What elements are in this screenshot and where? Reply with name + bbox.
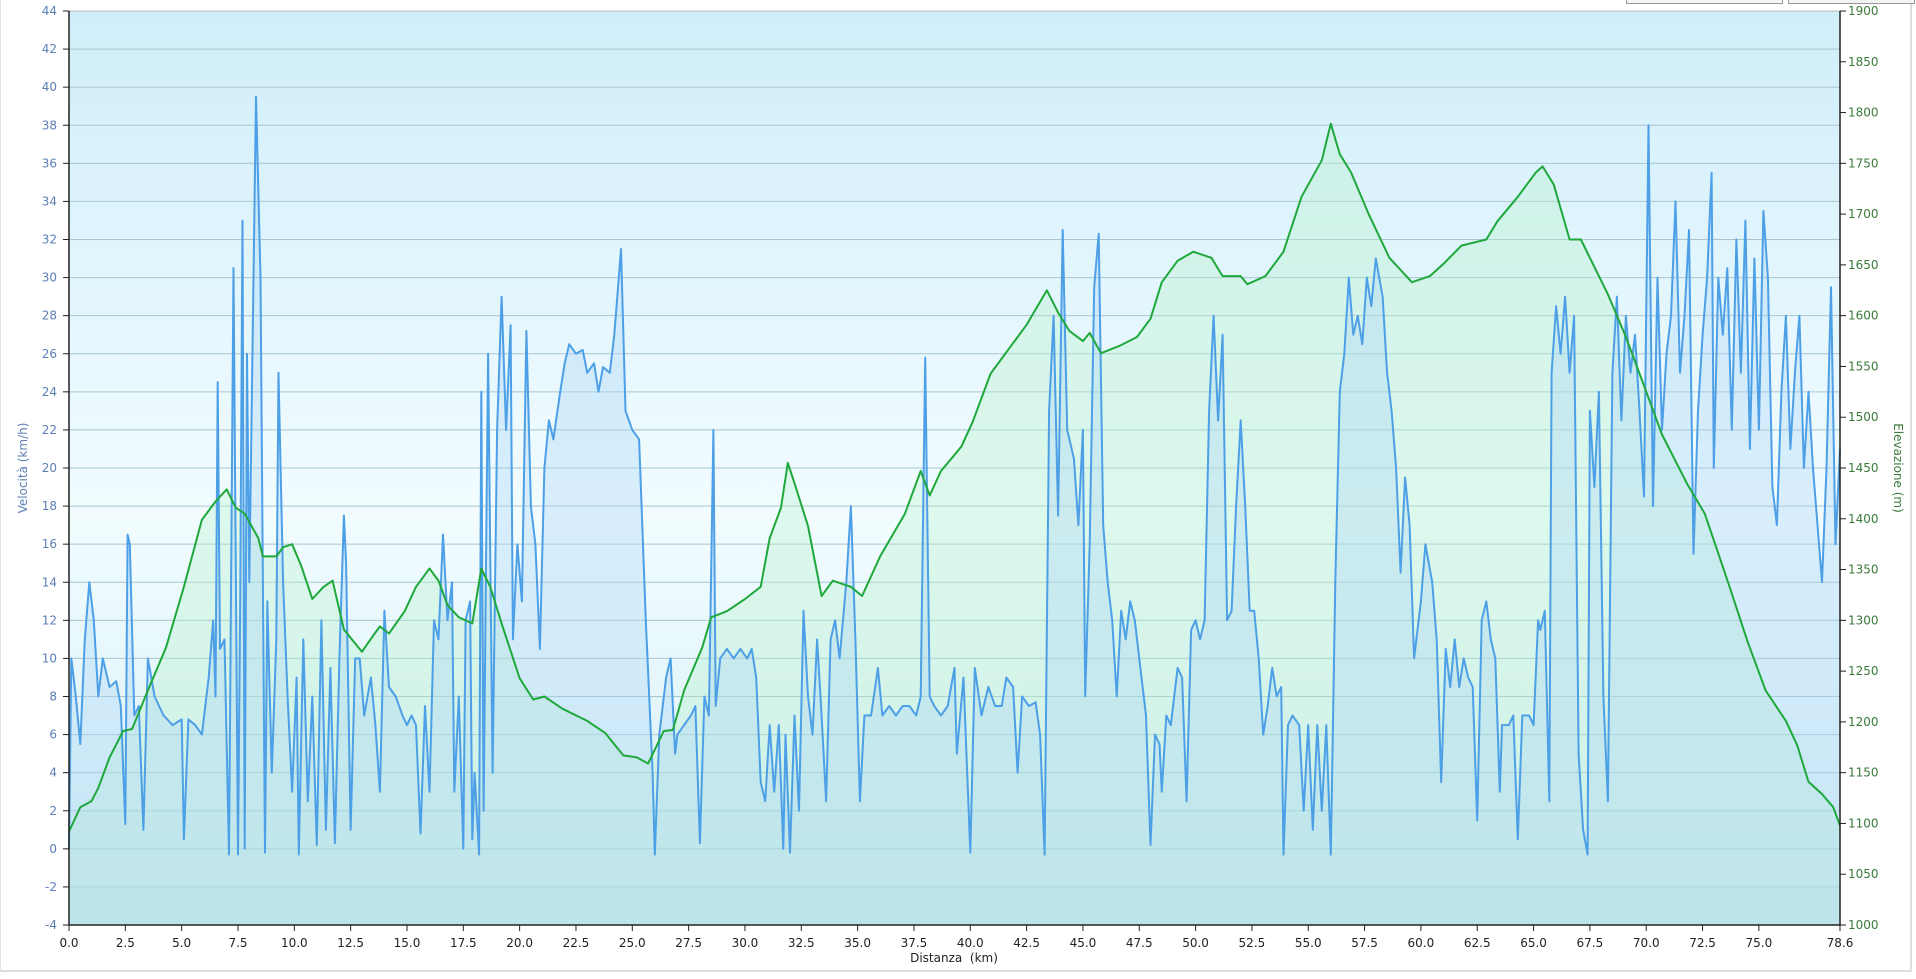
y-left-tick-label: 44 [42, 4, 57, 18]
elevation-area [69, 123, 1840, 925]
gridlines [69, 48, 1840, 888]
x-tick-label: 75.0 [1746, 936, 1773, 950]
y-right-tick-label: 1650 [1848, 258, 1879, 272]
y-left-tick-label: 0 [49, 842, 57, 856]
x-tick-label: 57.5 [1351, 936, 1378, 950]
x-tick-label: 30.0 [732, 936, 759, 950]
y-left-tick-label: 32 [42, 233, 57, 247]
elevation-line [68, 122, 1841, 833]
x-tick-label: 50.0 [1182, 936, 1209, 950]
x-tick-label: 35.0 [844, 936, 871, 950]
x-tick-label: 12.5 [337, 936, 364, 950]
y-right-tick-label: 1350 [1848, 563, 1879, 577]
y-right-tick-label: 1550 [1848, 359, 1879, 373]
y-left-tick-label: 34 [42, 194, 57, 208]
y-right-tick-label: 1300 [1848, 613, 1879, 627]
y-left-tick-label: -2 [45, 880, 57, 894]
y-left-tick-label: 2 [49, 804, 57, 818]
x-tick-label: 27.5 [675, 936, 702, 950]
x-tick-label: 78.6 [1827, 936, 1854, 950]
x-tick-label: 15.0 [394, 936, 421, 950]
y-left-tick-label: 6 [49, 728, 57, 742]
y-axis-right-label: Elevazione (m) [1891, 423, 1905, 513]
toolbar-button[interactable] [1788, 0, 1915, 4]
x-tick-label: 45.0 [1070, 936, 1097, 950]
speed-line [68, 95, 1841, 856]
y-left-tick-label: 8 [49, 690, 57, 704]
speed-area [69, 96, 1840, 925]
y-left-tick-label: 38 [42, 118, 57, 132]
y-left-tick-label: -4 [45, 918, 57, 932]
y-right-tick-label: 1400 [1848, 512, 1879, 526]
x-tick-label: 40.0 [957, 936, 984, 950]
x-tick-label: 32.5 [788, 936, 815, 950]
y-left-tick-label: 16 [42, 537, 57, 551]
y-left-tick-label: 14 [42, 575, 57, 589]
x-tick-label: 55.0 [1295, 936, 1322, 950]
x-tick-label: 22.5 [563, 936, 590, 950]
y-right-tick-label: 1700 [1848, 207, 1879, 221]
x-tick-label: 20.0 [506, 936, 533, 950]
x-tick-label: 62.5 [1464, 936, 1491, 950]
y-right-tick-label: 1200 [1848, 715, 1879, 729]
y-left-tick-label: 4 [49, 766, 57, 780]
y-right-tick-label: 1600 [1848, 309, 1879, 323]
y-left-tick-label: 26 [42, 347, 57, 361]
y-right-tick-label: 1050 [1848, 867, 1879, 881]
y-right-tick-label: 1750 [1848, 156, 1879, 170]
y-right-tick-label: 1850 [1848, 55, 1879, 69]
y-left-tick-label: 22 [42, 423, 57, 437]
y-right-tick-label: 1000 [1848, 918, 1879, 932]
y-left-tick-label: 28 [42, 309, 57, 323]
y-right-tick-label: 1900 [1848, 4, 1879, 18]
y-left-tick-label: 42 [42, 42, 57, 56]
x-tick-label: 52.5 [1239, 936, 1266, 950]
y-left-tick-label: 20 [42, 461, 57, 475]
x-tick-label: 2.5 [116, 936, 135, 950]
y-left-tick-label: 30 [42, 271, 57, 285]
y-left-tick-label: 40 [42, 80, 57, 94]
x-tick-label: 17.5 [450, 936, 477, 950]
toolbar-button[interactable] [1626, 0, 1783, 4]
y-left-tick-label: 10 [42, 651, 57, 665]
y-left-tick-label: 12 [42, 613, 57, 627]
x-axis-label: Distanza (km) [910, 951, 998, 965]
x-tick-label: 42.5 [1013, 936, 1040, 950]
x-tick-label: 67.5 [1577, 936, 1604, 950]
x-tick-label: 47.5 [1126, 936, 1153, 950]
x-tick-label: 0.0 [59, 936, 78, 950]
y-right-tick-label: 1100 [1848, 816, 1879, 830]
y-right-tick-label: 1800 [1848, 106, 1879, 120]
y-left-tick-label: 24 [42, 385, 57, 399]
x-tick-label: 37.5 [901, 936, 928, 950]
series-layer [68, 95, 1841, 925]
y-right-tick-label: 1150 [1848, 766, 1879, 780]
y-right-tick-label: 1500 [1848, 410, 1879, 424]
y-left-tick-label: 18 [42, 499, 57, 513]
y-axis-left-label: Velocità (km/h) [16, 423, 30, 514]
x-tick-label: 7.5 [228, 936, 247, 950]
x-tick-label: 25.0 [619, 936, 646, 950]
x-tick-label: 72.5 [1689, 936, 1716, 950]
x-tick-label: 5.0 [172, 936, 191, 950]
x-tick-label: 10.0 [281, 936, 308, 950]
x-tick-label: 65.0 [1520, 936, 1547, 950]
x-tick-label: 70.0 [1633, 936, 1660, 950]
y-right-tick-label: 1450 [1848, 461, 1879, 475]
y-left-tick-label: 36 [42, 156, 57, 170]
y-right-tick-label: 1250 [1848, 664, 1879, 678]
x-tick-label: 60.0 [1408, 936, 1435, 950]
axes: -4-2024681012141618202224262830323436384… [42, 4, 1879, 950]
